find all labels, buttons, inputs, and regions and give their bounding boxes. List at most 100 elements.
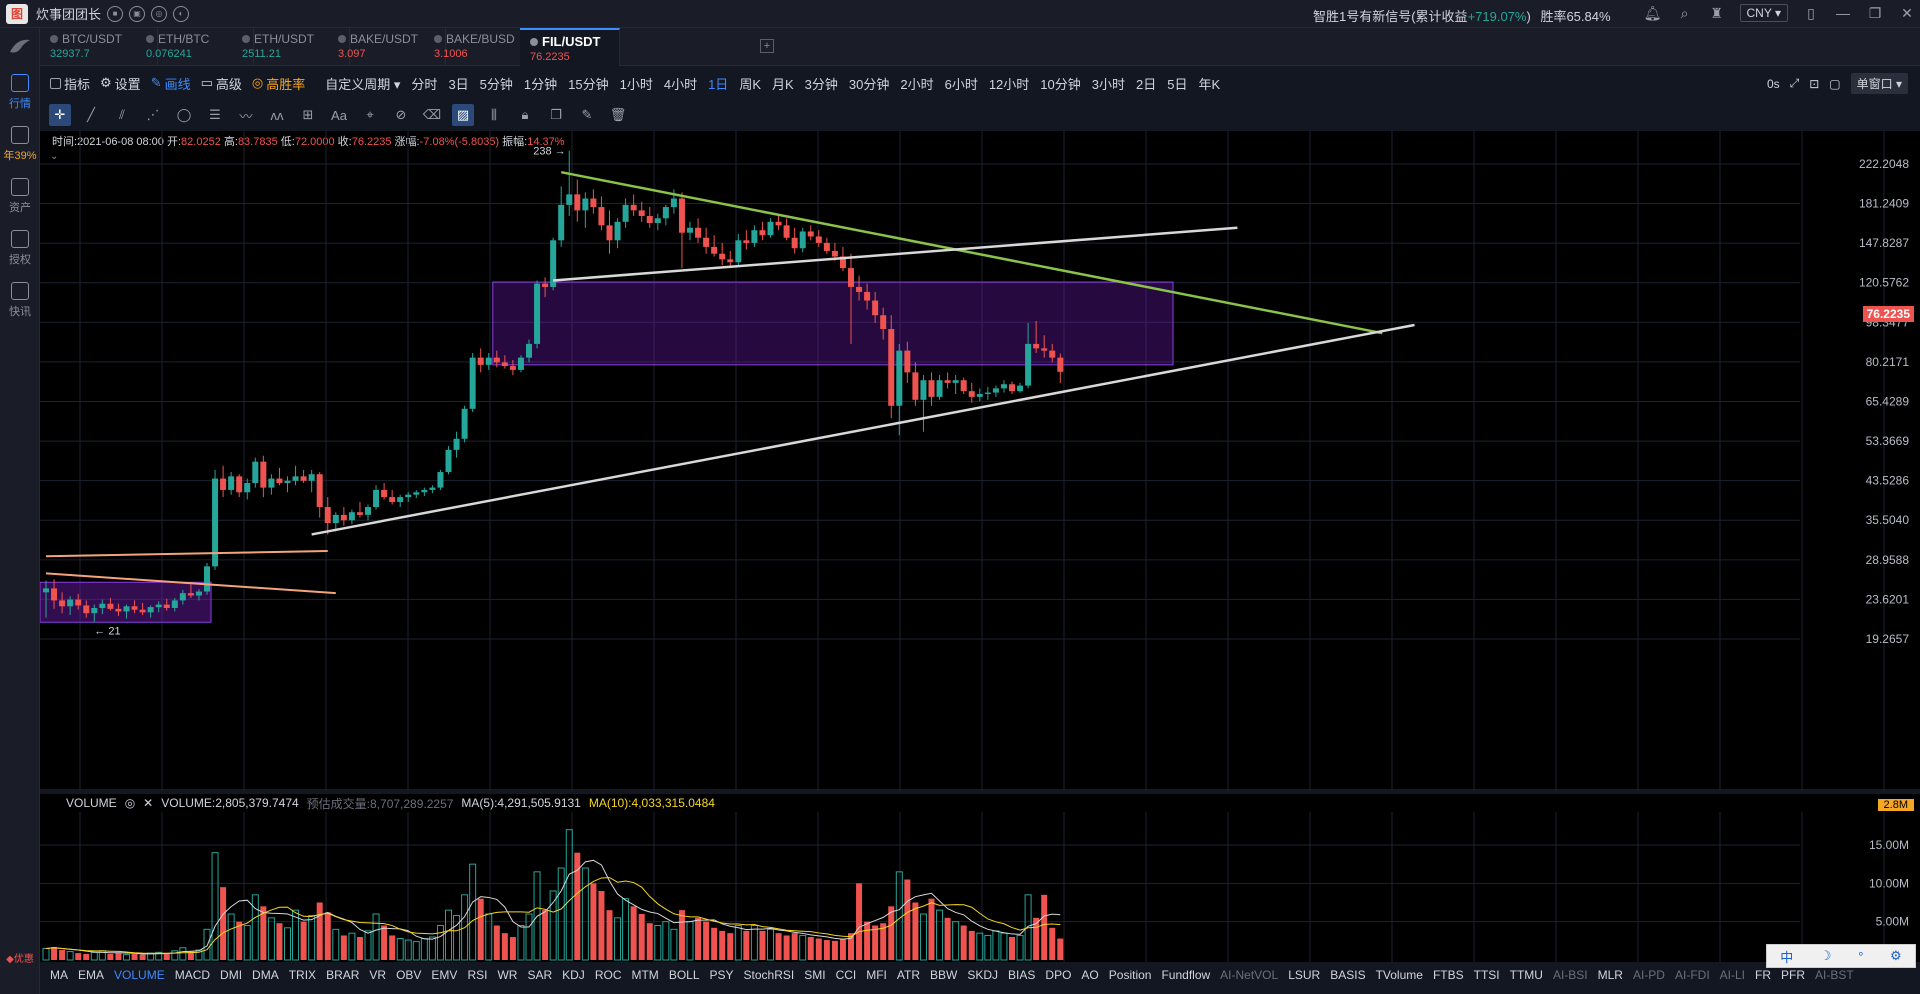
period-option[interactable]: 1小时 xyxy=(619,76,653,92)
indicator-boll[interactable]: BOLL xyxy=(668,968,700,982)
ime-gear-icon[interactable]: ⚙ xyxy=(1890,948,1902,963)
indicator-volume[interactable]: VOLUME xyxy=(114,968,165,982)
indicator-tvolume[interactable]: TVolume xyxy=(1375,968,1423,982)
indicator-psy[interactable]: PSY xyxy=(709,968,734,982)
period-option[interactable]: 5分钟 xyxy=(479,76,513,92)
indicator-ai-bsi[interactable]: AI-BSI xyxy=(1552,968,1588,982)
period-option-active[interactable]: 1日 xyxy=(708,76,729,92)
period-option[interactable]: 月K xyxy=(771,76,794,92)
volume-close-icon[interactable]: ✕ xyxy=(143,796,154,810)
chart-panel[interactable]: 时间:2021-06-08 08:00 开:82.0252 高:83.7835 … xyxy=(40,131,1920,791)
indicator-brar[interactable]: BRAR xyxy=(326,968,360,982)
sidebar-item-auth[interactable]: 授权 xyxy=(0,230,40,267)
period-option[interactable]: 12小时 xyxy=(988,76,1030,92)
settings-button[interactable]: ⚙ 设置 xyxy=(100,74,141,93)
indicator-ttmu[interactable]: TTMU xyxy=(1509,968,1543,982)
volume-chart[interactable]: 15.00M 10.00M 5.00M xyxy=(40,812,1920,962)
indicator-macd[interactable]: MACD xyxy=(174,968,211,982)
advanced-button[interactable]: ▭ 高级 xyxy=(201,74,242,93)
high-win-button[interactable]: ◎ 高胜率 xyxy=(252,74,305,93)
indicator-ai-bst[interactable]: AI-BST xyxy=(1815,968,1854,982)
lock-icon[interactable]: 🔒︎ xyxy=(521,107,529,122)
moon-icon[interactable]: ☽ xyxy=(1819,948,1832,963)
indicator-ai-netvol[interactable]: AI-NetVOL xyxy=(1220,968,1279,982)
indicator-pfr[interactable]: PFR xyxy=(1781,968,1805,982)
badge-icon-4[interactable]: ◐ xyxy=(173,5,190,22)
wave-tool-icon[interactable]: 〰 xyxy=(239,108,253,124)
indicator-skdj[interactable]: SKDJ xyxy=(967,968,999,982)
parallel-tool-icon[interactable]: ⋰ xyxy=(146,107,160,122)
indicator-ftbs[interactable]: FTBS xyxy=(1432,968,1464,982)
indicator-cci[interactable]: CCI xyxy=(835,968,857,982)
currency-select[interactable]: CNY ▾ xyxy=(1739,4,1788,22)
indicator-wr[interactable]: WR xyxy=(497,968,518,982)
period-option[interactable]: 3分钟 xyxy=(804,76,838,92)
ime-toolbar[interactable]: 中 ☽ ° ⚙ xyxy=(1766,944,1916,968)
restore-icon[interactable]: ❐ xyxy=(1868,4,1882,21)
hide-tool-icon[interactable]: ⊘ xyxy=(395,107,407,122)
sidebar-item-yearly[interactable]: 年39% xyxy=(0,126,40,163)
text-tool-icon[interactable]: Aa xyxy=(331,107,347,123)
fullscreen-icon[interactable]: ⤢ xyxy=(1789,76,1800,90)
period-option[interactable]: 30分钟 xyxy=(848,76,890,92)
indicator-vr[interactable]: VR xyxy=(369,968,387,982)
period-option[interactable]: 分时 xyxy=(411,76,438,92)
sidebar-item-market[interactable]: 行情 xyxy=(0,74,40,111)
active-draw-icon[interactable]: ▨ xyxy=(452,104,474,126)
badge-icon-1[interactable]: ■ xyxy=(107,5,124,22)
sidebar-toggle-icon[interactable]: ▯ xyxy=(1807,4,1815,21)
minimize-icon[interactable]: — xyxy=(1836,5,1850,21)
period-option[interactable]: 2小时 xyxy=(900,76,934,92)
indicator-position[interactable]: Position xyxy=(1108,968,1152,982)
indicator-fundflow[interactable]: Fundflow xyxy=(1161,968,1211,982)
copy-icon[interactable]: ❐ xyxy=(550,107,562,122)
indicator-trix[interactable]: TRIX xyxy=(288,968,317,982)
draw-button[interactable]: ✎ 画线 xyxy=(151,74,191,93)
close-icon[interactable]: ✕ xyxy=(1901,4,1913,21)
indicator-ma[interactable]: MA xyxy=(50,968,68,982)
indicator-ao[interactable]: AO xyxy=(1081,968,1099,982)
indicator-ai-fdi[interactable]: AI-FDI xyxy=(1674,968,1710,982)
candlestick-chart[interactable]: 222.2048181.2409147.8287120.576298.34778… xyxy=(40,131,1920,791)
indicator-ttsi[interactable]: TTSI xyxy=(1473,968,1500,982)
bars-tool-icon[interactable]: ⫼ xyxy=(491,107,497,122)
indicator-mlr[interactable]: MLR xyxy=(1597,968,1623,982)
custom-period-select[interactable]: 自定义周期 ▾ xyxy=(325,76,401,92)
ime-mode[interactable]: 中 xyxy=(1780,949,1794,965)
measure-tool-icon[interactable]: ⊞ xyxy=(302,107,314,122)
indicator-rsi[interactable]: RSI xyxy=(467,968,488,982)
period-option[interactable]: 5日 xyxy=(1167,76,1188,92)
indicator-obv[interactable]: OBV xyxy=(396,968,422,982)
bell-icon[interactable]: 🔔︎ xyxy=(1643,4,1662,21)
badge-icon-3[interactable]: ◎ xyxy=(151,5,168,22)
tab-bake-usdt[interactable]: BAKE/USDT 3.097 xyxy=(328,28,446,66)
period-option[interactable]: 3小时 xyxy=(1091,76,1125,92)
period-option[interactable]: 1分钟 xyxy=(523,76,558,92)
indicator-mtm[interactable]: MTM xyxy=(631,968,659,982)
indicator-roc[interactable]: ROC xyxy=(594,968,622,982)
add-tab-button[interactable]: + xyxy=(760,39,774,53)
period-option[interactable]: 周K xyxy=(739,76,761,92)
indicator-emv[interactable]: EMV xyxy=(431,968,458,982)
username[interactable]: 炊事团团长 xyxy=(36,7,102,22)
period-option[interactable]: 10分钟 xyxy=(1040,76,1081,92)
indicator-smi[interactable]: SMI xyxy=(804,968,826,982)
period-option[interactable]: 2日 xyxy=(1136,76,1157,92)
popout-icon[interactable]: ▢ xyxy=(1829,76,1841,91)
circle-tool-icon[interactable]: ◯ xyxy=(176,107,192,122)
period-option[interactable]: 3日 xyxy=(448,76,469,92)
crosshair-tool-icon[interactable]: ✛ xyxy=(49,104,71,126)
indicator-ai-li[interactable]: AI-LI xyxy=(1719,968,1745,982)
period-option[interactable]: 15分钟 xyxy=(568,76,609,92)
indicators-button[interactable]: 指标 xyxy=(50,74,90,93)
indicator-ai-pd[interactable]: AI-PD xyxy=(1632,968,1665,982)
screenshot-icon[interactable]: ⊡ xyxy=(1809,76,1820,91)
magnet-tool-icon[interactable]: ⌖ xyxy=(366,107,374,122)
line-tool-icon[interactable]: ╱ xyxy=(87,107,95,122)
sidebar-item-news[interactable]: 快讯 xyxy=(0,282,40,319)
indicator-dmi[interactable]: DMI xyxy=(220,968,243,982)
indicator-basis[interactable]: BASIS xyxy=(1330,968,1366,982)
indicator-atr[interactable]: ATR xyxy=(896,968,921,982)
tab-eth-btc[interactable]: ETH/BTC 0.076241 xyxy=(136,28,254,66)
indicator-dpo[interactable]: DPO xyxy=(1045,968,1072,982)
